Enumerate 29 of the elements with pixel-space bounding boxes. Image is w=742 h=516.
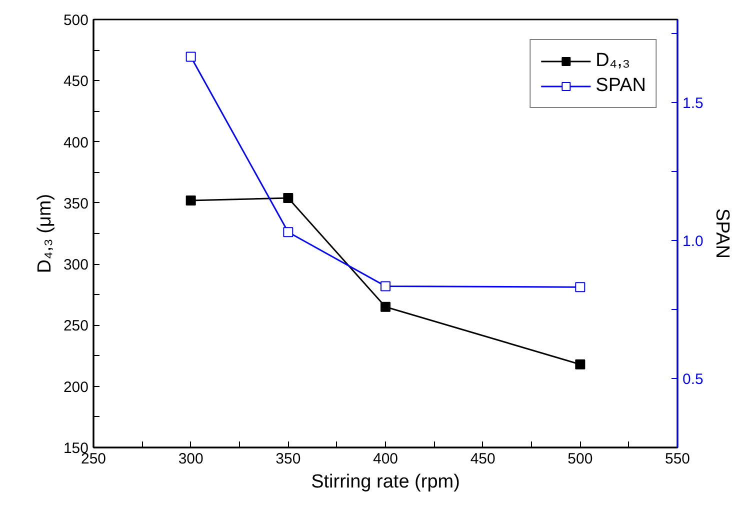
y-tick-label: 300 bbox=[63, 256, 89, 274]
point bbox=[283, 227, 294, 238]
point bbox=[186, 52, 196, 62]
x-tick-label: 450 bbox=[470, 450, 496, 468]
y-tick-label: 350 bbox=[63, 195, 89, 212]
x-tick-label: 300 bbox=[178, 450, 204, 468]
y-tick-label: 200 bbox=[63, 378, 89, 396]
x-tick-label: 350 bbox=[276, 450, 301, 468]
y2-tick-label: 1.5 bbox=[682, 94, 704, 112]
point bbox=[575, 359, 586, 370]
point bbox=[283, 193, 294, 204]
y-tick-label: 400 bbox=[63, 134, 89, 152]
point bbox=[575, 282, 586, 292]
y2-tick-label: 1.0 bbox=[682, 232, 704, 250]
y-axis-title: D₄,₃ (μm) bbox=[34, 194, 56, 274]
x-tick-label: 400 bbox=[372, 450, 398, 468]
legend-label: SPAN bbox=[596, 75, 646, 97]
y-tick-label: 450 bbox=[63, 73, 89, 90]
point bbox=[380, 302, 390, 312]
y2-tick-label: 0.5 bbox=[682, 370, 704, 388]
x-tick-label: 550 bbox=[664, 450, 690, 468]
y-tick-label: 250 bbox=[63, 318, 89, 335]
y2-axis-title: SPAN bbox=[711, 208, 732, 259]
point bbox=[186, 195, 196, 206]
point bbox=[380, 281, 390, 292]
x-axis-title: Stirring rate (rpm) bbox=[311, 472, 460, 492]
legend-label: D₄,₃ bbox=[596, 50, 630, 72]
y-tick-label: 500 bbox=[63, 12, 89, 29]
x-tick-label: 500 bbox=[568, 450, 593, 468]
